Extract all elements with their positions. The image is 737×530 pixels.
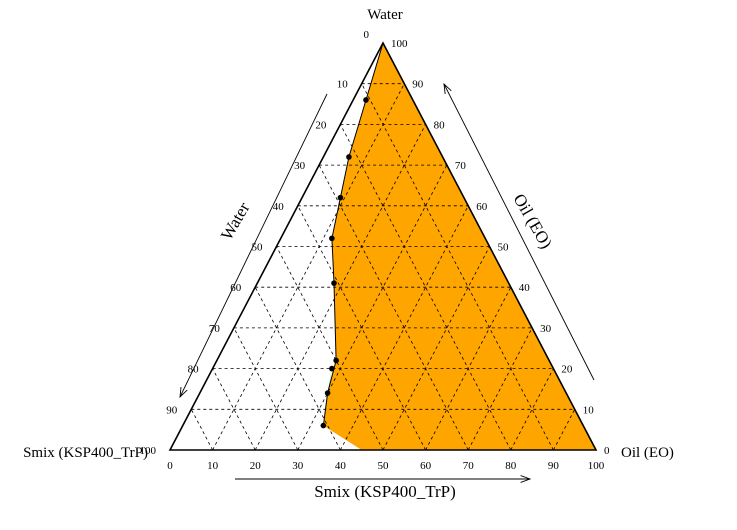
tick-label-left: 50 (252, 242, 264, 254)
tick-label-right: 50 (498, 242, 510, 254)
tick-label-right: 60 (476, 201, 488, 213)
tick-label-bottom: 10 (207, 460, 219, 472)
grid-line-smix-60 (254, 287, 341, 451)
axis-title-right: Oil (EO) (510, 191, 556, 252)
grid-line-oil-60 (425, 287, 512, 451)
arrow-water-head (179, 387, 188, 399)
grid-line-oil-90 (553, 409, 576, 451)
data-point (320, 422, 327, 429)
tick-label-bottom: 20 (250, 460, 262, 472)
axis-title-bottom: Smix (KSP400_TrP) (314, 482, 456, 501)
tick-label-right: 80 (434, 119, 446, 131)
tick-label-bottom: 0 (167, 460, 173, 472)
tick-label-left: 20 (315, 119, 327, 131)
tick-label-left: 10 (337, 79, 349, 91)
tick-label-left: 60 (230, 282, 242, 294)
data-point (329, 235, 335, 242)
grid-line-oil-70 (467, 327, 533, 451)
tick-label-bottom: 80 (505, 460, 517, 472)
grid-line-smix-20 (340, 124, 512, 451)
data-points (320, 97, 369, 429)
tick-label-bottom: 40 (335, 460, 347, 472)
grid-line-smix-10 (361, 83, 554, 451)
data-point (333, 357, 339, 364)
grid-line-smix-50 (276, 246, 384, 451)
data-point (324, 390, 331, 396)
tick-label-right: 40 (519, 282, 531, 294)
tick-label-left: 40 (273, 201, 285, 213)
triangle-outline (168, 41, 598, 451)
tick-label-right: 70 (455, 160, 467, 172)
data-point (346, 154, 352, 160)
tick-label-left: 90 (166, 404, 178, 416)
grid-line-smix-70 (233, 327, 299, 451)
arrow-oil-head (443, 82, 452, 94)
vertex-label-left: Smix (KSP400_TrP) (23, 445, 148, 461)
arrow-water-line (179, 93, 328, 398)
grid-line-oil-10 (212, 83, 405, 451)
tick-label-bottom: 90 (548, 460, 560, 472)
tick-label-left: 30 (294, 160, 306, 172)
tick-label-right: 90 (412, 79, 424, 91)
tick-label-right: 20 (561, 364, 573, 376)
data-point (363, 97, 369, 103)
axis-title-left: Water (217, 199, 254, 244)
tick-label-left: 100 (140, 445, 157, 457)
tick-label-right: 100 (391, 38, 408, 50)
tick-label-left: 70 (209, 323, 221, 335)
grid-line-oil-50 (382, 246, 490, 451)
vertex-label-right: Oil (EO) (621, 445, 674, 461)
grid-lines (190, 83, 576, 451)
arrow-smix-head (520, 475, 532, 483)
tick-labels: 0102030405060708090100010203040506070809… (140, 29, 611, 472)
tick-label-bottom: 100 (588, 460, 605, 472)
tick-label-bottom: 60 (420, 460, 432, 472)
data-point (331, 280, 337, 286)
axis-arrows (179, 82, 595, 483)
orange-region (323, 43, 596, 450)
grid-line-smix-90 (190, 409, 213, 451)
tick-label-right: 10 (583, 404, 595, 416)
grid-line-oil-20 (254, 124, 426, 451)
vertex-label-top: Water (367, 7, 402, 23)
triangle-frame (168, 41, 598, 451)
tick-label-bottom: 70 (463, 460, 475, 472)
data-point (329, 365, 335, 372)
tick-label-left: 0 (364, 29, 370, 41)
tick-label-bottom: 30 (292, 460, 304, 472)
tick-label-bottom: 50 (378, 460, 390, 472)
data-point (337, 194, 344, 201)
tick-label-right: 30 (540, 323, 552, 335)
arrow-oil-line (443, 83, 595, 381)
tick-label-right: 0 (604, 445, 610, 457)
